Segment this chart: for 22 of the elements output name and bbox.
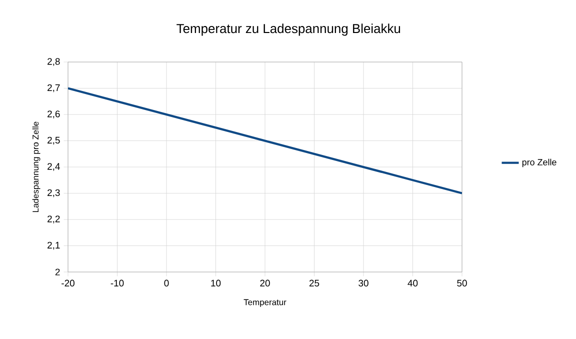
- x-tick-label: 25: [309, 280, 320, 286]
- x-tick-label: -20: [62, 280, 74, 286]
- chart-title: Temperatur zu Ladespannung Bleiakku: [176, 24, 400, 36]
- y-tick-label: 2,3: [48, 189, 60, 198]
- x-tick-label: -10: [110, 280, 124, 286]
- y-tick-label: 2,7: [48, 84, 60, 92]
- x-axis-title: Temperatur: [244, 299, 286, 307]
- y-tick-label: 2,6: [48, 110, 60, 118]
- y-tick-label: 2: [55, 268, 60, 276]
- x-tick-label: 0: [164, 280, 169, 286]
- x-tick-label: 40: [408, 280, 418, 286]
- y-tick-label: 2,2: [48, 216, 60, 224]
- y-tick-label: 2,5: [48, 136, 60, 145]
- legend-label: pro Zelle: [522, 158, 556, 168]
- x-tick-label: 20: [260, 280, 270, 286]
- x-tick-label: 10: [211, 280, 221, 286]
- y-axis-title: Ladespannung pro Zelle: [32, 122, 40, 212]
- x-tick-label: 30: [358, 280, 368, 286]
- x-tick-label: 50: [457, 280, 467, 286]
- y-tick-label: 2,4: [48, 163, 60, 171]
- y-tick-label: 2,8: [48, 58, 60, 66]
- y-tick-label: 2,1: [48, 242, 60, 250]
